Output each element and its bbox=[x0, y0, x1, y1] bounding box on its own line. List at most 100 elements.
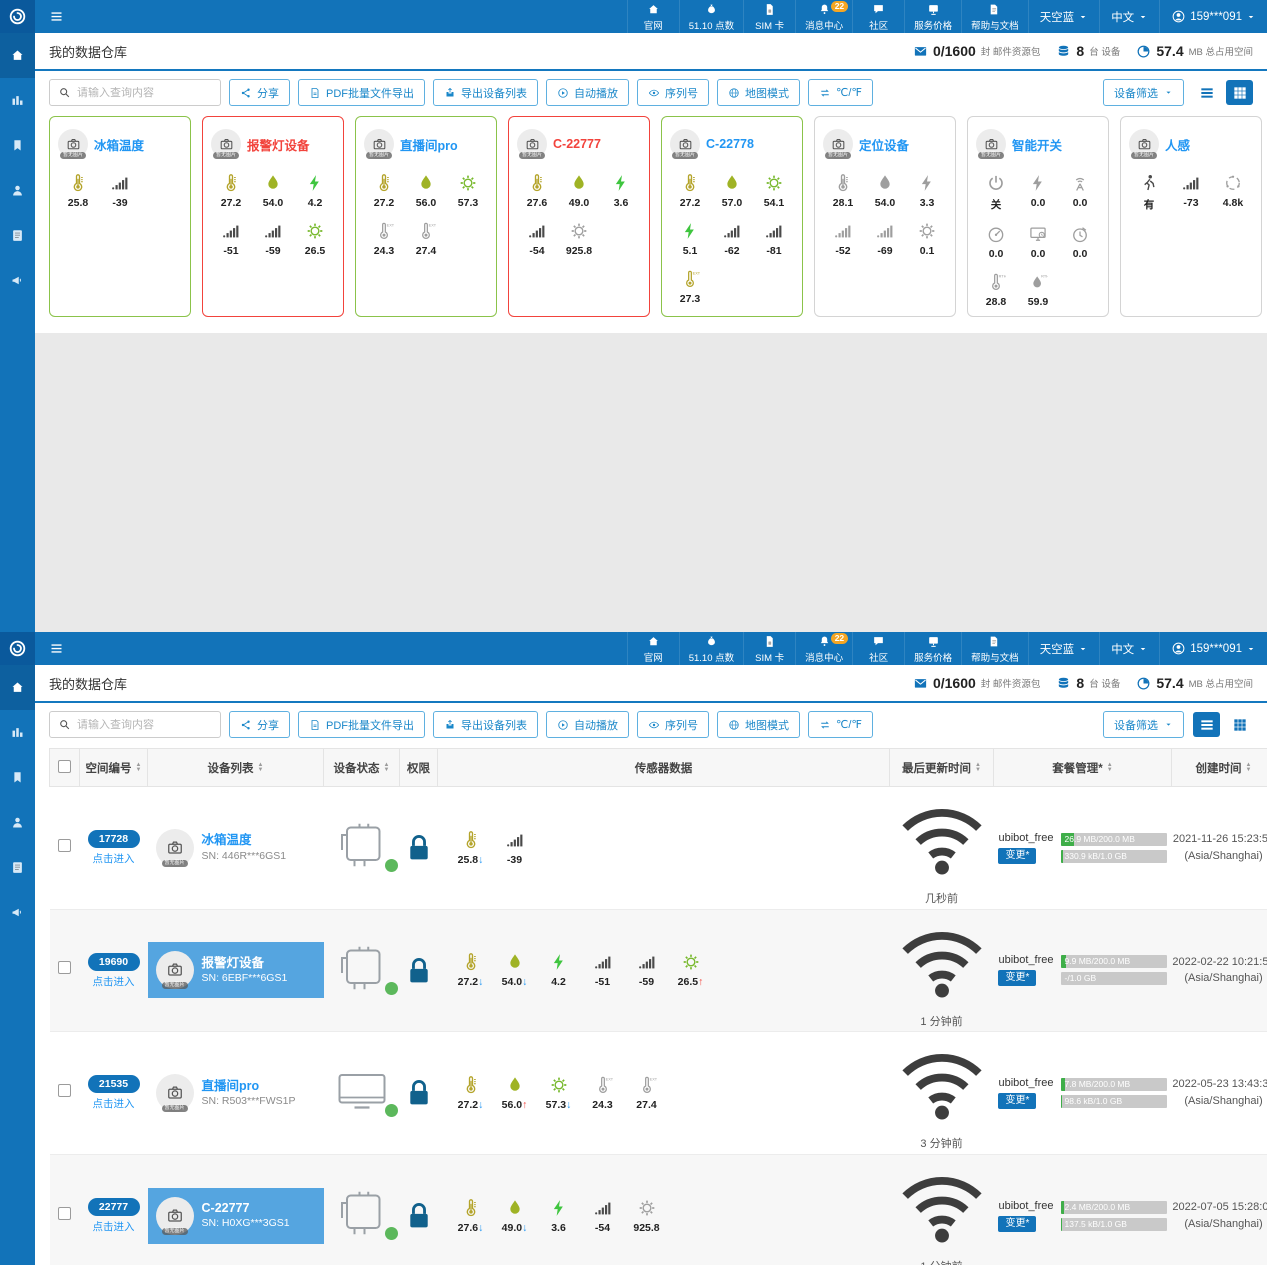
select-all-checkbox[interactable] bbox=[58, 759, 71, 773]
enter-device-link[interactable]: 点击进入 bbox=[92, 975, 135, 988]
nav-item-pricetag[interactable]: 服务价格 bbox=[904, 0, 961, 33]
device-card[interactable]: 暂无图片 C-22778 27.2 57.0 54.1 5.1 -62 -81 EXT 27.3 bbox=[661, 116, 803, 317]
device-info[interactable]: 暂无图片 报警灯设备 SN: 6EBF***6GS1 bbox=[147, 942, 324, 999]
toolbar-button-eye[interactable]: 序列号 bbox=[637, 79, 709, 106]
enter-device-link[interactable]: 点击进入 bbox=[92, 853, 135, 866]
sort-icon[interactable]: ▲ ▼ bbox=[1245, 761, 1252, 773]
toolbar-button-exportbox[interactable]: 导出设备列表 bbox=[433, 711, 538, 738]
search-box[interactable] bbox=[49, 79, 221, 106]
change-plan-button[interactable]: 变更* bbox=[998, 847, 1037, 864]
device-filter-button[interactable]: 设备筛选 bbox=[1103, 711, 1184, 738]
device-card[interactable]: 暂无图片 人感有 -73 4.8k bbox=[1120, 116, 1262, 317]
change-plan-button[interactable]: 变更* bbox=[998, 1215, 1037, 1232]
nav-item-docbook[interactable]: 帮助与文档 bbox=[961, 632, 1028, 665]
nav-item-pricetag[interactable]: 服务价格 bbox=[904, 632, 961, 665]
column-header-inner[interactable]: 空间编号 ▲ ▼ bbox=[86, 760, 142, 776]
row-checkbox[interactable] bbox=[58, 961, 71, 975]
nav-item-chat[interactable]: 社区 bbox=[852, 0, 904, 33]
change-plan-button[interactable]: 变更* bbox=[998, 1092, 1037, 1109]
space-id-badge[interactable]: 17728 bbox=[87, 830, 140, 849]
theme-select[interactable]: 天空蓝 bbox=[1027, 0, 1100, 33]
enter-device-link[interactable]: 点击进入 bbox=[92, 1098, 135, 1111]
sidebar-item-bookmark[interactable] bbox=[0, 755, 35, 800]
user-menu[interactable]: 159***091 bbox=[1159, 632, 1267, 665]
column-header-inner[interactable]: 设备状态 ▲ ▼ bbox=[334, 760, 390, 776]
toolbar-button-exportbox[interactable]: 导出设备列表 bbox=[433, 79, 538, 106]
sort-icon[interactable]: ▲ ▼ bbox=[975, 761, 981, 773]
nav-item-bell[interactable]: 消息中心 22 bbox=[795, 0, 852, 33]
sidebar-item-listdoc[interactable] bbox=[0, 845, 35, 890]
toolbar-button-globe[interactable]: 地图模式 bbox=[717, 711, 800, 738]
column-header-inner[interactable]: 套餐管理* ▲ ▼ bbox=[1052, 760, 1112, 776]
sidebar-item-chartbars[interactable] bbox=[0, 78, 35, 123]
grid-view-button[interactable] bbox=[1226, 712, 1253, 737]
nav-item-chat[interactable]: 社区 bbox=[852, 632, 904, 665]
space-id-badge[interactable]: 22777 bbox=[87, 1198, 140, 1217]
space-id-badge[interactable]: 21535 bbox=[87, 1075, 140, 1094]
toolbar-button-eye[interactable]: 序列号 bbox=[637, 711, 709, 738]
column-header-inner[interactable]: 设备列表 ▲ ▼ bbox=[208, 760, 264, 776]
device-card[interactable]: 暂无图片 C-22777 27.6 49.0 3.6 -54 925.8 bbox=[508, 116, 650, 317]
list-view-button[interactable] bbox=[1193, 80, 1220, 105]
device-card[interactable]: 暂无图片 冰箱温度 25.8 -39 bbox=[49, 116, 191, 317]
sidebar-item-listdoc[interactable] bbox=[0, 213, 35, 258]
nav-item-docbook[interactable]: 帮助与文档 bbox=[961, 0, 1028, 33]
language-select[interactable]: 中文 bbox=[1099, 632, 1159, 665]
search-input[interactable] bbox=[77, 718, 212, 731]
row-checkbox[interactable] bbox=[58, 838, 71, 852]
toolbar-button-swap[interactable]: ℃/℉ bbox=[808, 79, 873, 106]
nav-item-home[interactable]: 官网 bbox=[626, 632, 679, 665]
sort-icon[interactable]: ▲ ▼ bbox=[257, 761, 264, 773]
device-info[interactable]: 暂无图片 直播间pro SN: R503***FWS1P bbox=[148, 1065, 324, 1121]
row-checkbox[interactable] bbox=[58, 1083, 71, 1097]
sidebar-item-useralt[interactable] bbox=[0, 168, 35, 213]
row-checkbox[interactable] bbox=[58, 1206, 71, 1220]
device-card[interactable]: 暂无图片 定位设备 28.1 54.0 3.3 -52 -69 0.1 bbox=[814, 116, 956, 317]
toolbar-button-playcirc[interactable]: 自动播放 bbox=[546, 711, 629, 738]
nav-item-coins[interactable]: 51.10 点数 bbox=[678, 632, 743, 665]
space-id-badge[interactable]: 19690 bbox=[87, 952, 140, 971]
sort-icon[interactable]: ▲ ▼ bbox=[1106, 761, 1113, 773]
sidebar-item-chartbars[interactable] bbox=[0, 710, 35, 755]
hamburger-menu-icon[interactable] bbox=[35, 632, 77, 665]
enter-device-link[interactable]: 点击进入 bbox=[92, 1221, 135, 1234]
nav-item-home[interactable]: 官网 bbox=[626, 0, 679, 33]
toolbar-button-share[interactable]: 分享 bbox=[229, 79, 290, 106]
nav-item-coins[interactable]: 51.10 点数 bbox=[678, 0, 743, 33]
language-select[interactable]: 中文 bbox=[1099, 0, 1159, 33]
toolbar-button-share[interactable]: 分享 bbox=[229, 711, 290, 738]
sidebar-item-bookmark[interactable] bbox=[0, 123, 35, 168]
device-name: 报警灯设备 bbox=[201, 955, 265, 970]
sidebar-item-useralt[interactable] bbox=[0, 800, 35, 845]
change-plan-button[interactable]: 变更* bbox=[998, 970, 1037, 987]
sidebar-item-home[interactable] bbox=[0, 665, 35, 710]
nav-item-bell[interactable]: 消息中心 22 bbox=[795, 632, 852, 665]
toolbar-button-pdfdoc[interactable]: PDF批量文件导出 bbox=[298, 711, 425, 738]
nav-item-sim[interactable]: SIM 卡 bbox=[743, 0, 795, 33]
toolbar-button-globe[interactable]: 地图模式 bbox=[717, 79, 800, 106]
sidebar-item-home[interactable] bbox=[0, 33, 35, 78]
device-card[interactable]: 暂无图片 直播间pro 27.2 56.0 57.3 EXT 24.3 EXT 27.4 bbox=[355, 116, 497, 317]
user-menu[interactable]: 159***091 bbox=[1159, 0, 1267, 33]
column-header-inner[interactable]: 最后更新时间 ▲ ▼ bbox=[902, 760, 981, 776]
grid-view-button[interactable] bbox=[1226, 80, 1253, 105]
device-card[interactable]: 暂无图片 报警灯设备 27.2 54.0 4.2 -51 -59 26.5 bbox=[202, 116, 344, 317]
nav-item-sim[interactable]: SIM 卡 bbox=[743, 632, 795, 665]
sidebar-item-megaphone[interactable] bbox=[0, 890, 35, 935]
device-info[interactable]: 暂无图片 冰箱温度 SN: 446R***6GS1 bbox=[148, 820, 324, 876]
device-filter-button[interactable]: 设备筛选 bbox=[1103, 79, 1184, 106]
device-info[interactable]: 暂无图片 C-22777 SN: H0XG***3GS1 bbox=[147, 1187, 324, 1244]
toolbar-button-playcirc[interactable]: 自动播放 bbox=[546, 79, 629, 106]
sort-icon[interactable]: ▲ ▼ bbox=[383, 761, 390, 773]
toolbar-button-swap[interactable]: ℃/℉ bbox=[808, 711, 873, 738]
hamburger-menu-icon[interactable] bbox=[35, 0, 77, 33]
list-view-button[interactable] bbox=[1193, 712, 1220, 737]
search-input[interactable] bbox=[77, 86, 212, 99]
column-header-inner[interactable]: 创建时间 ▲ ▼ bbox=[1196, 760, 1252, 776]
toolbar-button-pdfdoc[interactable]: PDF批量文件导出 bbox=[298, 79, 425, 106]
theme-select[interactable]: 天空蓝 bbox=[1027, 632, 1100, 665]
search-box[interactable] bbox=[49, 711, 221, 738]
sort-icon[interactable]: ▲ ▼ bbox=[135, 761, 142, 773]
sidebar-item-megaphone[interactable] bbox=[0, 258, 35, 303]
